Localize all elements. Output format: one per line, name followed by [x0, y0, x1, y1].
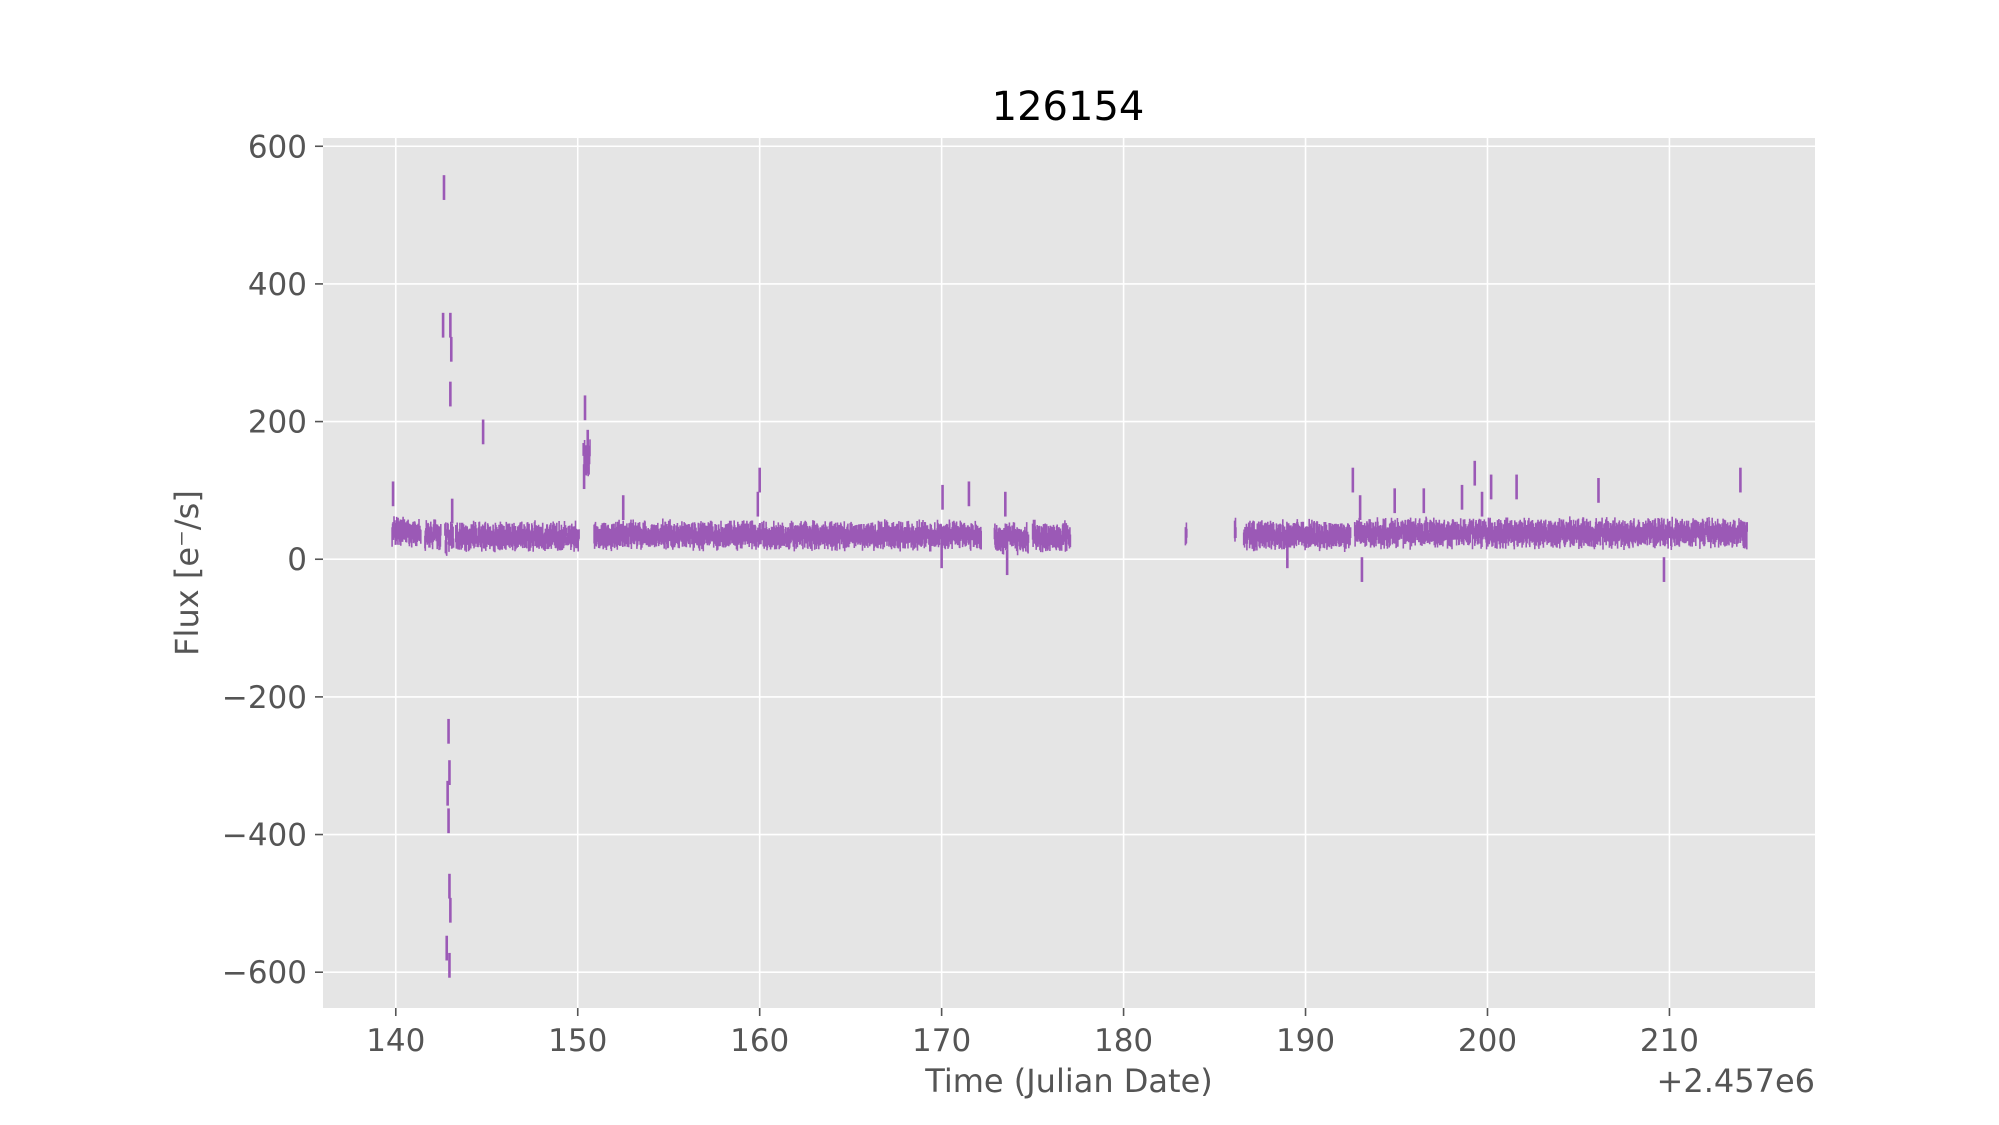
flux-segment-6	[993, 522, 1030, 556]
x-offset-label: +2.457e6	[1657, 1062, 1815, 1100]
y-tick-label: 200	[248, 405, 307, 441]
y-tick-label: −600	[222, 955, 307, 991]
y-tick-label: −200	[222, 680, 307, 716]
x-tick-label: 210	[1640, 1023, 1699, 1059]
x-tick-label: 200	[1458, 1023, 1517, 1059]
flux-segment-10	[1242, 518, 1352, 552]
chart-title: 126154	[992, 84, 1145, 130]
flux-segment-1	[424, 519, 442, 551]
y-tick-labels: 600 400 200 0 −200 −400 −600	[222, 129, 323, 991]
y-tick-label: 600	[248, 129, 307, 165]
x-tick-labels: 140 150 160 170 180 190 200 210	[366, 1008, 1699, 1059]
flux-segment-8	[1184, 522, 1188, 546]
y-tick-label: −400	[222, 818, 307, 854]
flux-segment-7	[1031, 519, 1072, 553]
x-tick-label: 180	[1094, 1023, 1153, 1059]
x-axis-label: Time (Julian Date)	[924, 1062, 1213, 1100]
flux-segment-2	[444, 521, 455, 556]
flux-segment-9	[1233, 517, 1237, 542]
y-tick-label: 0	[287, 542, 307, 578]
x-tick-label: 160	[730, 1023, 789, 1059]
x-tick-label: 190	[1276, 1023, 1335, 1059]
flux-segment-11	[1353, 516, 1748, 550]
y-grid	[323, 145, 1815, 974]
x-grid	[394, 138, 1671, 1008]
y-tick-label: 400	[248, 267, 307, 303]
x-tick-label: 170	[912, 1023, 971, 1059]
plot-area	[323, 138, 1815, 1008]
x-tick-label: 140	[366, 1023, 425, 1059]
x-tick-label: 150	[548, 1023, 607, 1059]
flux-series	[391, 175, 1748, 978]
flux-segment-3	[455, 520, 580, 553]
y-axis-label: Flux [e⁻/s]	[168, 490, 206, 656]
flux-segment-0	[391, 516, 422, 548]
flux-segment-5	[593, 518, 982, 552]
